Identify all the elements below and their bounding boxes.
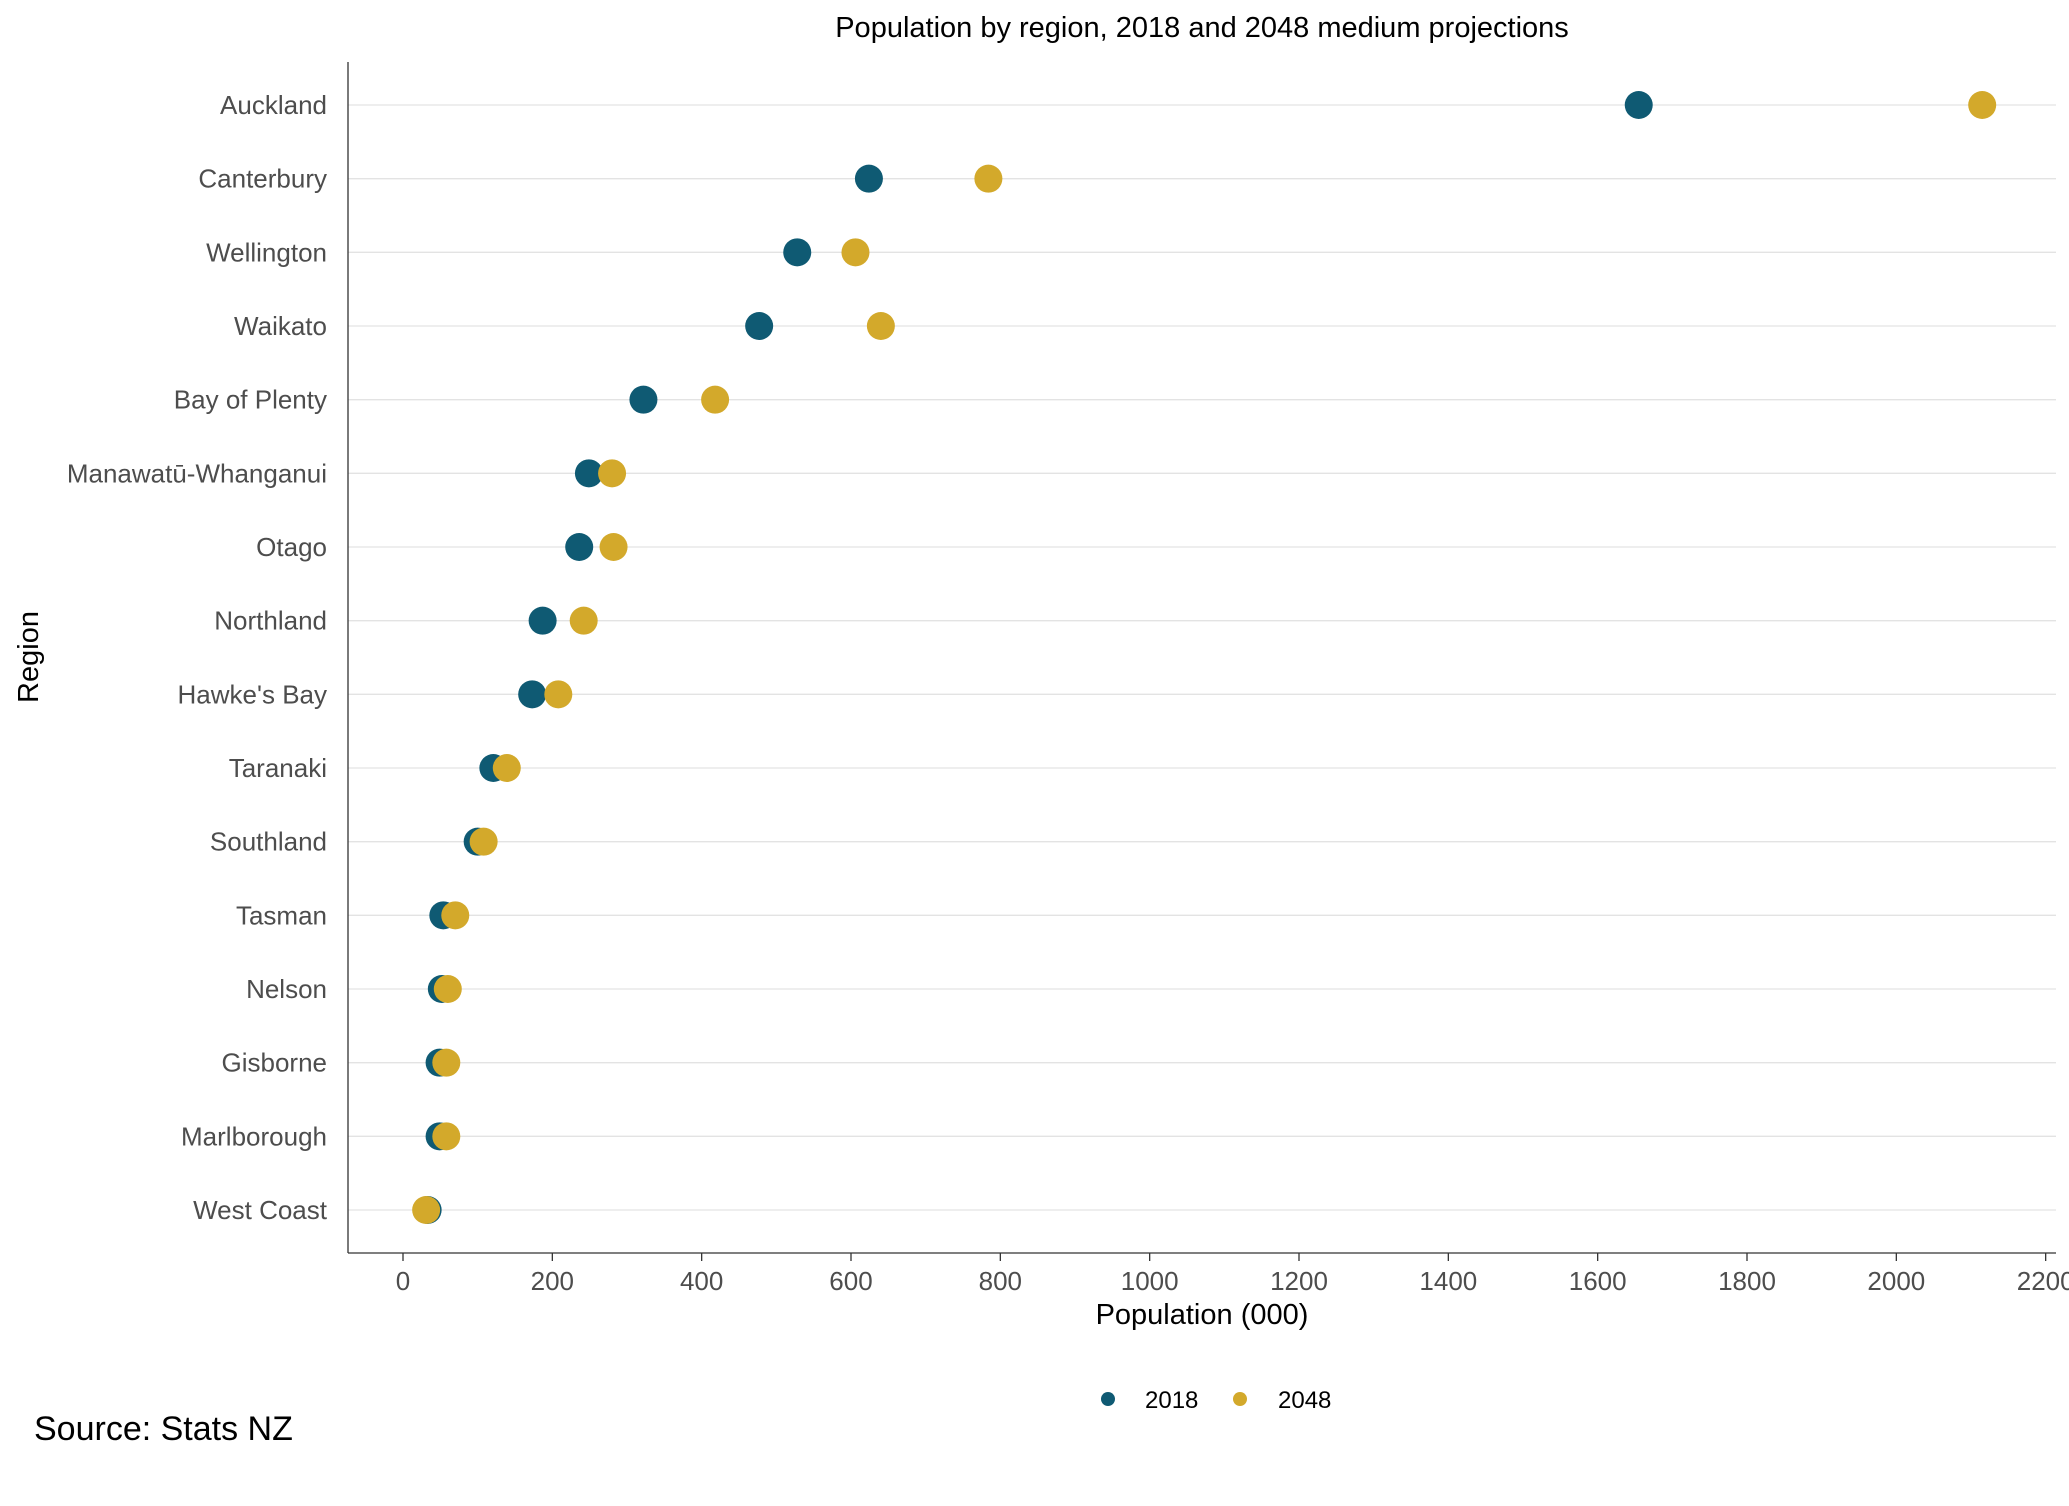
- region-label: Marlborough: [181, 1121, 327, 1151]
- region-label: Waikato: [234, 311, 327, 341]
- x-tick-label: 2200: [2017, 1266, 2069, 1296]
- region-label: Northland: [214, 606, 327, 636]
- point-2018: [854, 164, 883, 193]
- data-points: [412, 91, 1997, 1224]
- point-2048: [469, 827, 498, 856]
- legend-label-2018: 2018: [1145, 1387, 1198, 1414]
- x-tick-label: 1200: [1270, 1266, 1328, 1296]
- region-label: Auckland: [220, 90, 327, 120]
- x-tick-label: 1600: [1569, 1266, 1627, 1296]
- point-2048: [432, 1122, 461, 1151]
- point-2048: [1968, 91, 1997, 119]
- point-2048: [441, 901, 470, 930]
- point-2048: [433, 975, 462, 1003]
- point-2048: [412, 1196, 441, 1224]
- x-axis-ticks: 0 200 400 600 800 1000 1200 1400 1600 1800 2000 220…: [396, 1253, 2069, 1296]
- point-2018: [745, 312, 774, 340]
- y-axis-categories: Auckland Canterbury Wellington Waikato Bay o…: [67, 90, 328, 1225]
- point-2048: [544, 680, 573, 709]
- region-label: Tasman: [236, 900, 327, 930]
- region-label: Canterbury: [198, 164, 327, 194]
- x-tick-label: 400: [680, 1266, 723, 1296]
- region-label: Gisborne: [222, 1048, 328, 1078]
- legend-label-2048: 2048: [1278, 1387, 1331, 1414]
- point-2018: [518, 680, 547, 709]
- point-2018: [1624, 91, 1653, 119]
- point-2048: [841, 238, 870, 267]
- x-tick-label: 600: [829, 1266, 872, 1296]
- x-tick-label: 2000: [1867, 1266, 1925, 1296]
- chart-title: Population by region, 2018 and 2048 medi…: [835, 12, 1569, 44]
- legend: 2018 2048: [1101, 1387, 1331, 1414]
- point-2048: [701, 385, 730, 414]
- point-2048: [598, 459, 627, 488]
- point-2018: [783, 238, 812, 267]
- x-tick-label: 1400: [1419, 1266, 1477, 1296]
- region-label: Bay of Plenty: [174, 385, 327, 415]
- point-2018: [629, 385, 658, 414]
- x-tick-label: 800: [979, 1266, 1022, 1296]
- x-axis-title: Population (000): [1096, 1299, 1309, 1331]
- point-2048: [432, 1048, 461, 1077]
- legend-marker-2048: [1233, 1392, 1247, 1406]
- legend-marker-2018: [1101, 1392, 1115, 1406]
- region-label: Otago: [256, 532, 327, 562]
- region-label: Hawke's Bay: [178, 679, 327, 709]
- source-note: Source: Stats NZ: [34, 1410, 293, 1448]
- point-2048: [974, 164, 1003, 193]
- region-label: Wellington: [206, 237, 327, 267]
- region-label: Nelson: [246, 974, 327, 1004]
- point-2048: [866, 312, 895, 340]
- x-tick-label: 1000: [1121, 1266, 1179, 1296]
- point-2018: [565, 533, 594, 561]
- point-2048: [599, 533, 628, 561]
- y-axis-title: Region: [13, 611, 45, 703]
- point-2048: [569, 606, 598, 635]
- point-2018: [528, 606, 557, 635]
- point-2018: [574, 459, 603, 488]
- point-2048: [492, 754, 521, 782]
- x-tick-label: 0: [396, 1266, 410, 1296]
- region-label: Southland: [210, 827, 327, 857]
- x-tick-label: 200: [531, 1266, 574, 1296]
- region-label: Taranaki: [229, 753, 327, 783]
- gridlines: [348, 104, 2056, 1211]
- x-tick-label: 1800: [1718, 1266, 1776, 1296]
- region-label: Manawatū-Whanganui: [67, 458, 327, 488]
- region-label: West Coast: [193, 1195, 328, 1225]
